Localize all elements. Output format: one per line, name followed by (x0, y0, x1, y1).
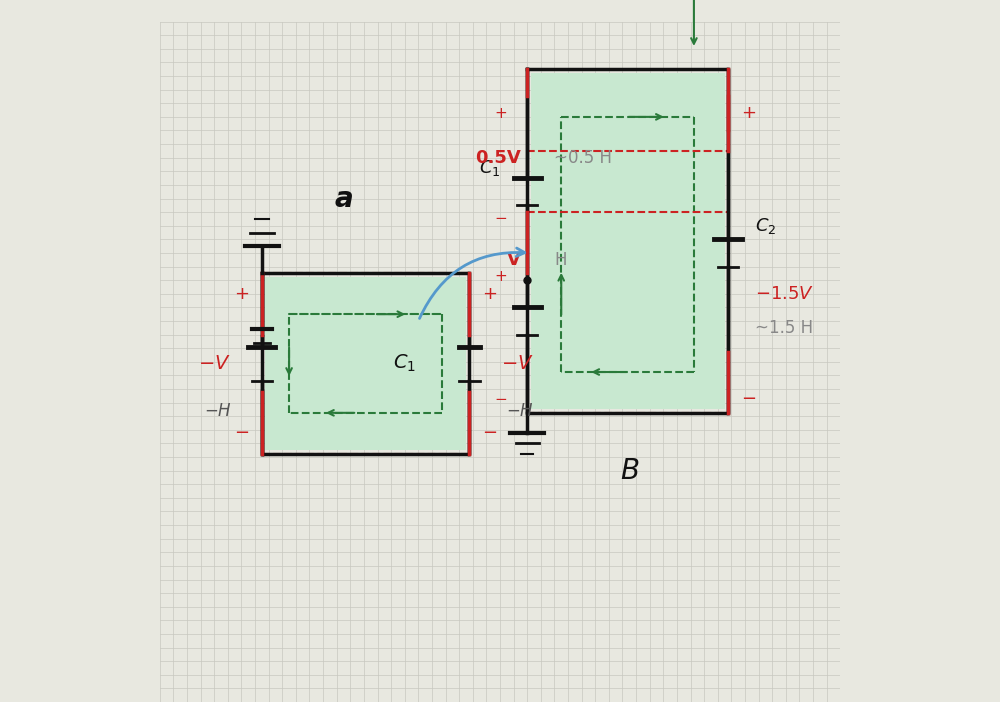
Text: −: − (494, 211, 507, 227)
Text: V: V (507, 251, 521, 269)
Text: +: + (742, 105, 757, 122)
Text: +: + (482, 285, 497, 303)
Text: −: − (482, 424, 497, 442)
Text: $-H$: $-H$ (506, 402, 534, 420)
Text: −: − (494, 392, 507, 406)
FancyArrowPatch shape (419, 248, 525, 319)
Text: $C_1$: $C_1$ (479, 158, 500, 178)
Text: +: + (494, 106, 507, 121)
FancyBboxPatch shape (265, 277, 466, 450)
Text: 0.5V: 0.5V (475, 149, 520, 166)
Text: H: H (554, 251, 567, 269)
Text: $B$: $B$ (620, 457, 639, 484)
Text: ~1.5 H: ~1.5 H (755, 319, 813, 337)
Text: $-V$: $-V$ (501, 354, 533, 373)
Text: −: − (742, 390, 757, 409)
Text: a: a (334, 185, 353, 213)
Text: ~0.5 H: ~0.5 H (554, 149, 612, 166)
Text: +: + (234, 285, 249, 303)
FancyBboxPatch shape (531, 72, 725, 409)
Text: $C_2$: $C_2$ (755, 216, 776, 236)
Text: −: − (234, 424, 249, 442)
Text: $-H$: $-H$ (204, 402, 232, 420)
Text: $C_1$: $C_1$ (393, 353, 416, 374)
Text: $-V$: $-V$ (198, 354, 231, 373)
Text: $-1.5V$: $-1.5V$ (755, 285, 814, 303)
Text: +: + (494, 270, 507, 284)
